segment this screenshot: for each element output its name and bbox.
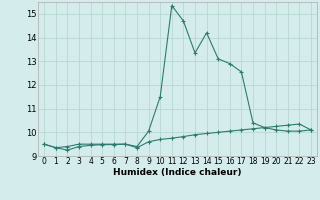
X-axis label: Humidex (Indice chaleur): Humidex (Indice chaleur) (113, 168, 242, 177)
